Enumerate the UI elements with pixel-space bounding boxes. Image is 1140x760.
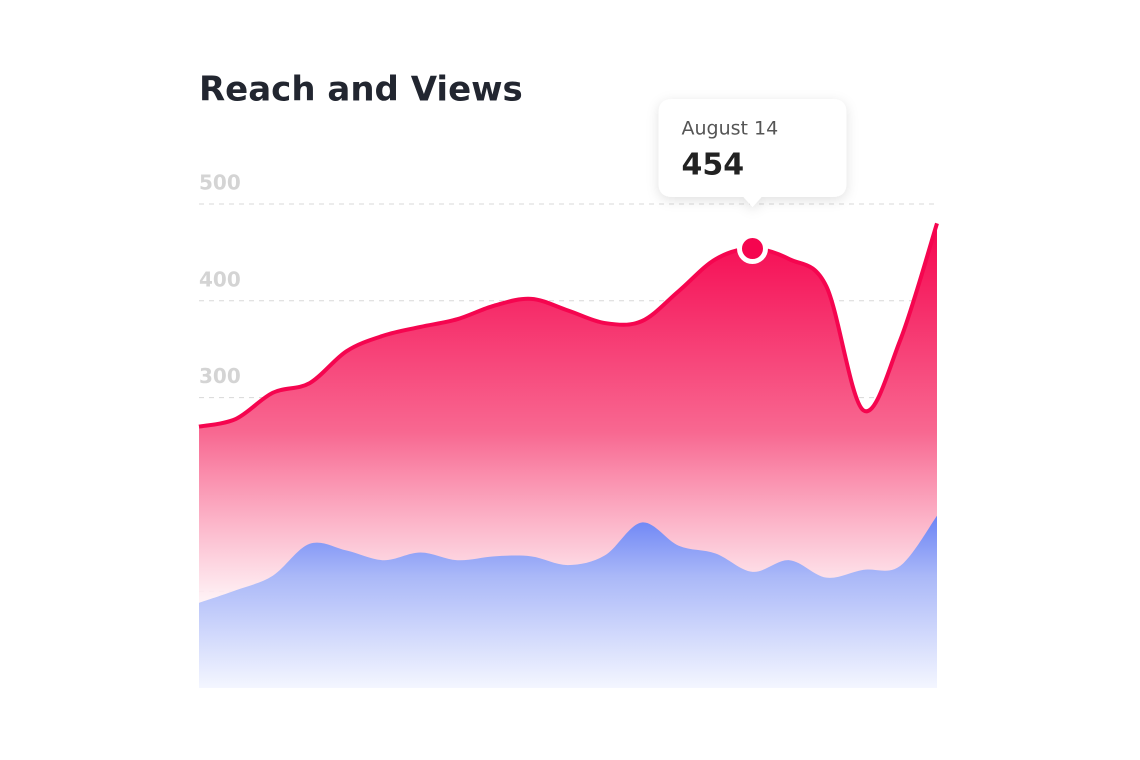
tooltip-box: [658, 99, 847, 207]
tooltip: August 14 454: [658, 99, 847, 207]
highlight-point: [737, 233, 768, 265]
area: [199, 515, 937, 688]
chart-title: Reach and Views: [199, 70, 523, 110]
y-tick-label: 500: [199, 171, 241, 195]
plot: [198, 222, 939, 689]
y-tick-label: 400: [199, 267, 241, 291]
y-tick-label: 300: [199, 364, 241, 388]
tooltip-date: August 14: [682, 118, 779, 140]
line: [198, 222, 939, 429]
tooltip-value: 454: [682, 148, 745, 183]
